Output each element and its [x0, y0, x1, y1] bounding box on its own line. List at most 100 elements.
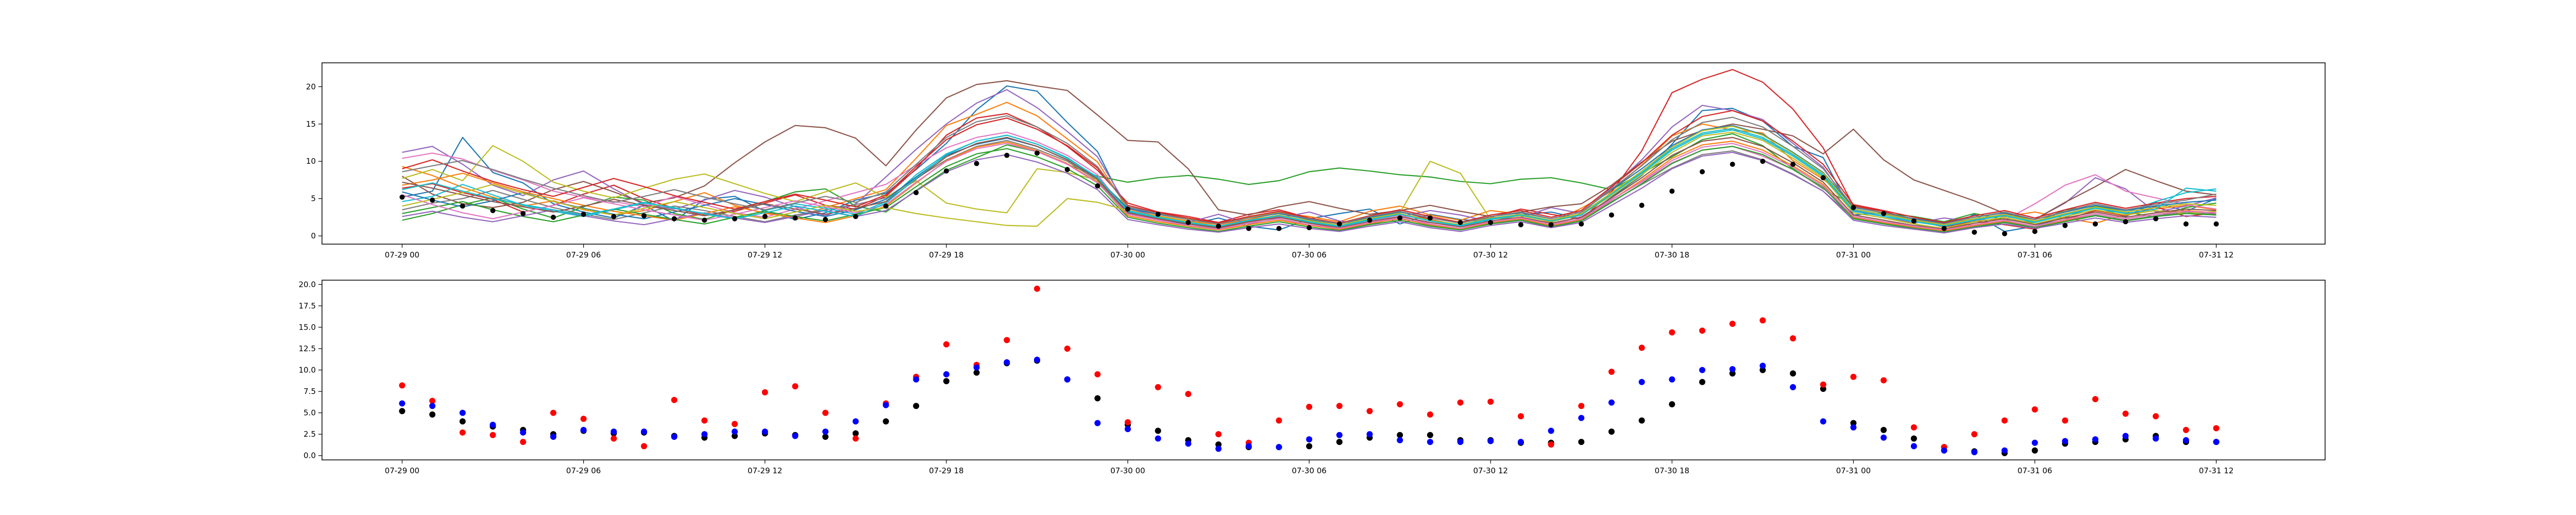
mean-marker: [550, 214, 556, 220]
scatter-point: [1004, 359, 1010, 366]
x-tick-label: 07-30 00: [1110, 466, 1145, 475]
scatter-point: [2031, 447, 2038, 454]
scatter-point: [1699, 379, 1706, 385]
mean-marker: [1064, 167, 1070, 173]
scatter-point: [489, 421, 496, 428]
mean-marker: [1579, 221, 1584, 227]
x-tick-label: 07-30 06: [1292, 466, 1326, 475]
y-tick-label: 0.0: [303, 451, 316, 460]
x-tick-label: 07-31 00: [1836, 466, 1871, 475]
y-tick-label: 0: [311, 231, 316, 241]
y-tick-label: 17.5: [299, 301, 316, 311]
scatter-point: [1215, 445, 1222, 452]
scatter-point: [2183, 437, 2190, 443]
scatter-point: [611, 428, 617, 435]
scatter-point: [852, 430, 859, 437]
mean-marker: [823, 217, 828, 222]
scatter-point: [761, 389, 768, 396]
scatter-point: [1699, 367, 1706, 373]
mean-marker: [2213, 221, 2219, 227]
mean-marker: [1367, 217, 1372, 223]
bottom-scatter-subplot: 07-29 00 07-29 06 07-29 12 07-29 18 07-30 00…: [299, 280, 2326, 475]
mean-marker: [1820, 175, 1826, 181]
scatter-point: [1971, 449, 1978, 456]
scatter-point: [399, 408, 405, 415]
scatter-point: [1336, 403, 1343, 409]
mean-marker: [1881, 211, 1887, 216]
scatter-point: [1759, 367, 1766, 373]
mean-marker: [581, 212, 586, 217]
scatter-point: [1790, 370, 1797, 377]
y-tick-label: 10.0: [299, 366, 316, 375]
scatter-point: [1790, 384, 1797, 390]
mean-marker: [2123, 219, 2128, 225]
mean-marker: [1548, 222, 1554, 228]
scatter-point: [1004, 337, 1010, 344]
mean-marker: [460, 203, 465, 209]
scatter-point: [943, 341, 950, 348]
scatter-point: [459, 409, 466, 416]
scatter-point: [822, 434, 829, 440]
x-tick-label: 07-31 12: [2199, 250, 2233, 260]
scatter-point: [792, 383, 799, 390]
scatter-point: [1880, 434, 1887, 441]
scatter-point: [852, 435, 859, 442]
scatter-point: [1910, 424, 1917, 431]
scatter-point: [1094, 395, 1101, 402]
scatter-point: [2031, 406, 2038, 413]
y-tick-label: 12.5: [299, 344, 316, 353]
scatter-point: [822, 409, 829, 416]
scatter-point: [1215, 441, 1222, 448]
scatter-point: [550, 434, 556, 440]
scatter-point: [1608, 428, 1615, 435]
scatter-point: [1941, 447, 1947, 454]
scatter-point: [399, 382, 405, 389]
mean-marker: [943, 168, 949, 174]
y-tick-label: 5.0: [303, 408, 316, 418]
scatter-point: [2183, 426, 2190, 433]
series-line: [402, 136, 2216, 230]
scatter-point: [1548, 441, 1554, 448]
scatter-point: [1185, 440, 1192, 447]
scatter-point: [1033, 356, 1040, 363]
scatter-point: [520, 439, 527, 445]
mean-marker: [1730, 162, 1735, 167]
scatter-point: [1336, 432, 1343, 438]
scatter-point: [1638, 345, 1645, 351]
scatter-point: [1427, 411, 1433, 418]
mean-marker: [641, 213, 647, 218]
scatter-point: [1729, 366, 1736, 372]
scatter-point: [1820, 418, 1826, 425]
scatter-point: [1638, 379, 1645, 385]
mean-marker: [762, 214, 768, 219]
scatter-point: [943, 378, 950, 385]
mean-marker: [2092, 221, 2098, 227]
top-line-subplot: 07-29 00 07-29 06 07-29 12 07-29 18 07-30 00…: [306, 62, 2326, 260]
scatter-point: [2031, 439, 2038, 446]
scatter-point: [429, 411, 436, 418]
scatter-point: [1397, 401, 1403, 407]
x-tick-label: 07-30 12: [1473, 466, 1508, 475]
y-tick-label: 20.0: [299, 280, 316, 289]
scatter-point: [1820, 381, 1826, 388]
scatter-point: [2092, 396, 2098, 403]
scatter-point: [1306, 436, 1313, 443]
scatter-point: [1427, 439, 1433, 445]
mean-marker: [671, 216, 677, 221]
x-tick-label: 07-31 12: [2199, 466, 2233, 475]
x-tick-label: 07-31 06: [2018, 250, 2052, 260]
series-line: [402, 131, 2216, 229]
x-tick-label: 07-29 12: [748, 250, 782, 260]
scatter-point: [1517, 413, 1524, 420]
scatter-point: [1578, 415, 1585, 421]
mean-marker: [1155, 212, 1161, 217]
x-tick-label: 07-31 06: [2018, 466, 2052, 475]
scatter-point: [1850, 424, 1857, 431]
mean-marker: [1608, 212, 1614, 218]
scatter-point: [883, 418, 889, 425]
series-line: [401, 80, 2216, 220]
scatter-point: [1397, 437, 1403, 443]
scatter-point: [913, 403, 920, 409]
mean-marker: [1700, 169, 1705, 175]
